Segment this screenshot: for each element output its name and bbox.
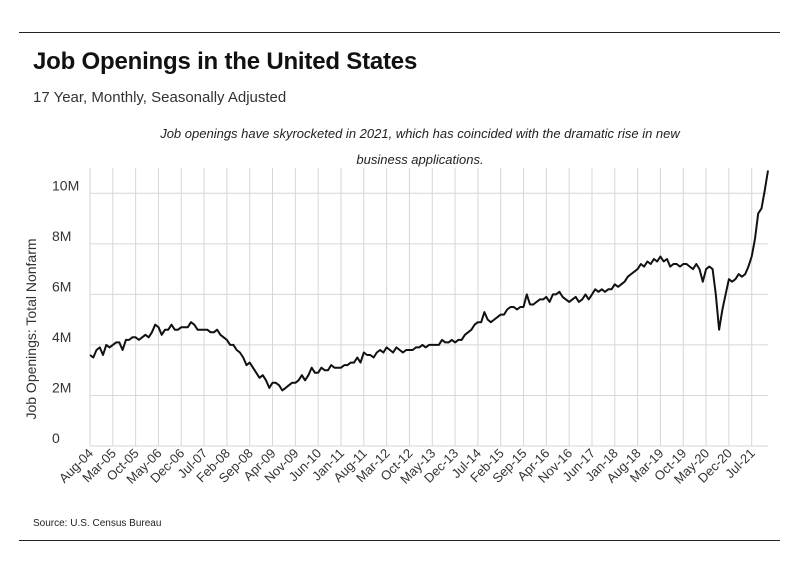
y-tick-label: 4M: [52, 329, 71, 345]
y-tick-label: 0: [52, 430, 60, 446]
y-tick-label: 2M: [52, 379, 71, 395]
chart-subtitle: 17 Year, Monthly, Seasonally Adjusted: [33, 89, 287, 106]
top-rule: [19, 32, 780, 33]
chart-annotation: Job openings have skyrocketed in 2021, w…: [160, 126, 680, 167]
y-tick-label: 10M: [52, 177, 79, 193]
bottom-rule: [19, 540, 780, 541]
y-axis-label: Job Openings: Total Nonfarm: [23, 238, 39, 419]
chart-title: Job Openings in the United States: [33, 48, 418, 75]
y-tick-label: 6M: [52, 278, 71, 294]
y-tick-label: 8M: [52, 228, 71, 244]
source-note: Source: U.S. Census Bureau: [33, 518, 162, 529]
series-line-job-openings: [89, 170, 769, 392]
